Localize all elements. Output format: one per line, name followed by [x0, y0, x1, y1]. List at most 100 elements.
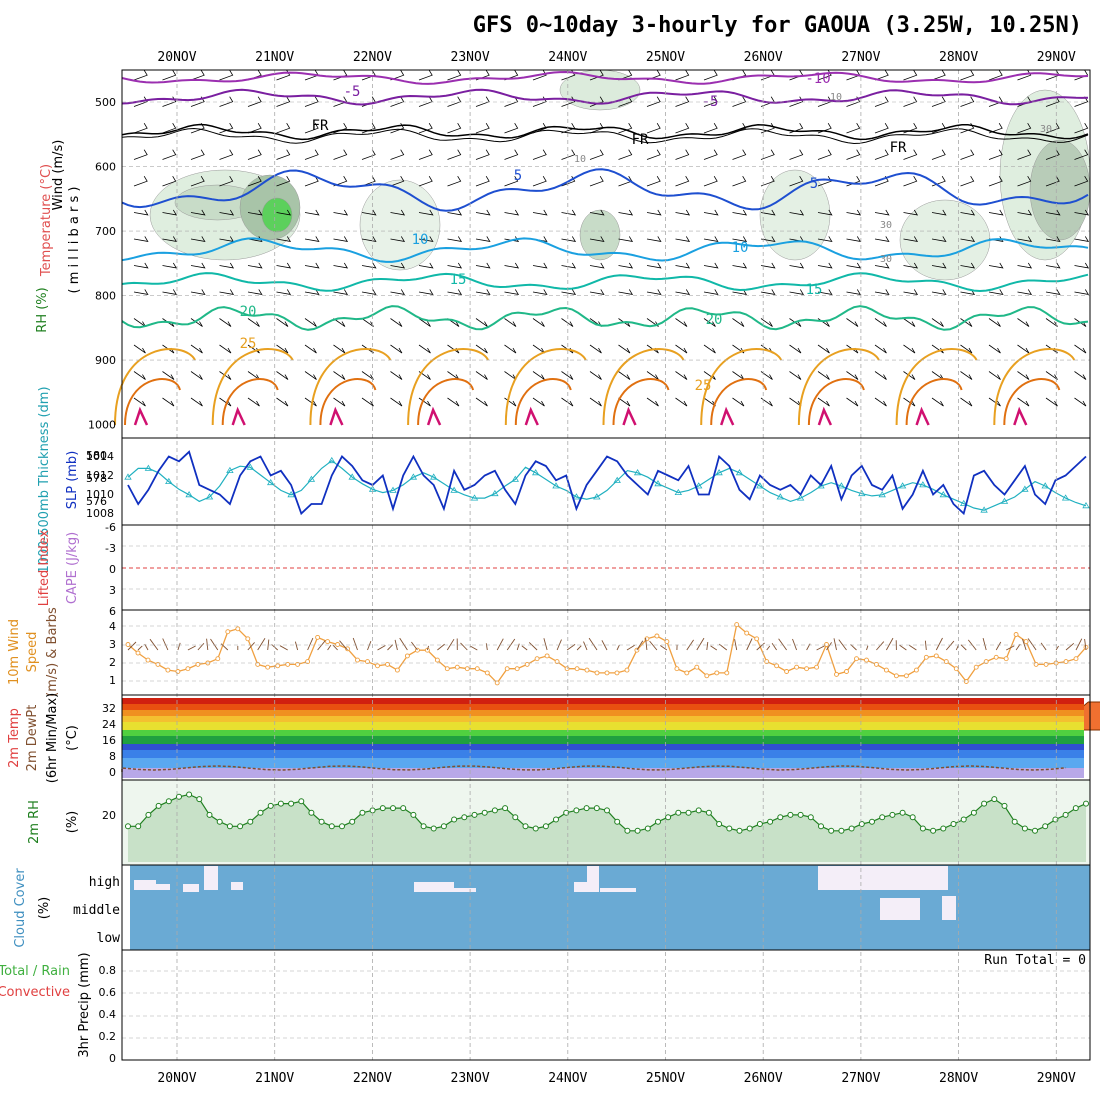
rh-point — [206, 811, 213, 818]
wind-barb — [1017, 262, 1033, 269]
wind-barb — [361, 149, 376, 160]
wind-barb — [418, 236, 434, 242]
wind-barb — [931, 209, 947, 216]
wind-barb-10m — [908, 644, 917, 651]
thickness-tick: 578 — [86, 472, 107, 485]
wind-barb — [874, 149, 889, 160]
wind-barb — [1017, 289, 1033, 295]
rh-point — [879, 814, 886, 821]
wind-barb — [247, 318, 260, 327]
wind-barb — [675, 397, 688, 407]
wind-barb-10m — [696, 637, 705, 651]
wind-barb — [789, 262, 805, 269]
wind-barb-10m — [566, 644, 576, 651]
temp-band — [122, 730, 1084, 736]
rh-point — [349, 818, 356, 825]
rh-point — [308, 809, 315, 816]
wind-barb-10m — [771, 643, 777, 651]
thickness-point — [266, 478, 275, 486]
rh2m-panel — [125, 791, 1089, 862]
rh-point — [532, 825, 539, 832]
wind-barb — [447, 123, 462, 134]
precip-tick: 0.6 — [99, 986, 117, 999]
rh-point — [716, 821, 723, 827]
wind-speed-point — [404, 653, 410, 659]
wind-barb — [931, 96, 946, 107]
wind-barb — [219, 289, 235, 295]
wind-barb-10m — [437, 643, 445, 651]
rh-point — [379, 805, 386, 812]
wind-barb-10m — [960, 644, 967, 651]
wind-barb — [618, 318, 631, 327]
rh-point — [573, 807, 580, 814]
rh-point — [277, 800, 284, 807]
wind-barb — [817, 344, 830, 354]
wind-speed-point — [704, 673, 710, 679]
wind-barb — [931, 262, 947, 269]
wind-barb — [646, 397, 659, 407]
wind-speed-point — [854, 656, 859, 662]
wind-barb-10m — [935, 637, 943, 651]
rh-point — [135, 823, 142, 830]
wind-speed-point — [684, 670, 690, 676]
wind-barb — [418, 209, 434, 216]
wind-speed-point — [883, 667, 889, 673]
contour-label: 25 — [695, 378, 712, 394]
wind-speed-point — [634, 647, 640, 653]
pressure-tick: 500 — [95, 96, 116, 109]
wind-barb — [418, 289, 434, 295]
wind-barb-10m — [982, 637, 987, 651]
rh-area — [359, 179, 441, 271]
wind10m-barbs-label: (m/s) & Barbs — [45, 607, 60, 697]
wind-barb-10m — [267, 639, 270, 651]
contour-30 — [905, 378, 963, 426]
thickness-point — [898, 482, 907, 489]
rh-point — [298, 798, 305, 805]
wind-barb — [675, 371, 688, 380]
day-label-bottom: 21NOV — [255, 1071, 294, 1086]
thickness-point — [1061, 494, 1070, 501]
wind-barb — [219, 70, 234, 81]
rh-point — [665, 814, 672, 821]
wind-barb-10m — [521, 645, 528, 651]
wind-barb — [162, 236, 178, 242]
wind-barb — [162, 262, 178, 269]
wind10m-axis-label: 10m Wind — [7, 619, 22, 685]
rh-point — [858, 821, 865, 827]
wind-barb — [133, 397, 146, 407]
wind-barb — [589, 289, 605, 295]
wind-barb — [1017, 70, 1032, 81]
precip-panel: Run Total = 0 — [984, 953, 1086, 968]
wind-barb — [390, 397, 403, 407]
slp-tick: 1014 — [86, 450, 114, 463]
wind-barb — [219, 397, 232, 407]
wind-speed-point — [953, 666, 959, 672]
wind-barb — [475, 397, 488, 407]
rh-point — [1062, 811, 1069, 818]
wind-barb — [760, 262, 776, 269]
wind-barb-10m — [778, 638, 787, 651]
wind-barb — [1045, 176, 1060, 187]
temp-band — [122, 698, 1084, 704]
day-label-bottom: 24NOV — [548, 1071, 587, 1086]
wind-barb — [675, 96, 690, 107]
wind-barb — [1017, 397, 1030, 407]
thickness-series-line — [127, 459, 1087, 511]
wind-barb-10m — [710, 645, 718, 651]
contour-25 — [114, 348, 196, 426]
wind-barb — [988, 289, 1004, 295]
wind-barb — [589, 149, 604, 160]
cloud-level-label: low — [97, 931, 121, 946]
wind-speed-point — [784, 669, 790, 674]
wind-barb — [475, 96, 490, 107]
pressure-tick: 700 — [95, 225, 116, 238]
li-tick: -6 — [105, 521, 116, 534]
wind-speed-point — [424, 647, 430, 653]
wind-speed-point — [484, 670, 490, 676]
thickness-point — [1082, 502, 1090, 509]
pressure-tick: 1000 — [88, 419, 116, 432]
wind-barb — [874, 397, 887, 407]
wind-speed-point — [794, 664, 800, 670]
thickness-point — [1000, 497, 1009, 504]
temp-band — [122, 704, 1084, 710]
